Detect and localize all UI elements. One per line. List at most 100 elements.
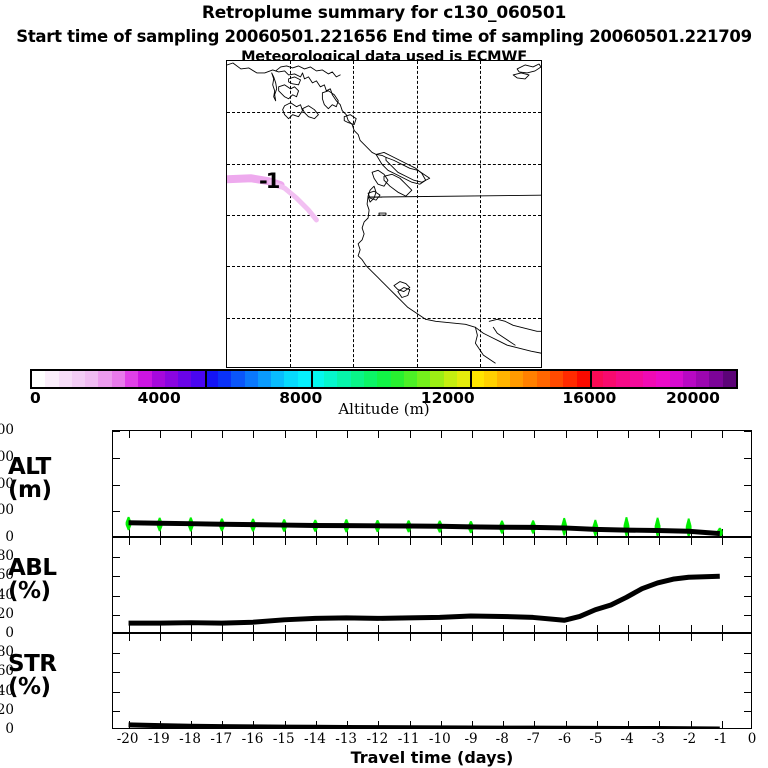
x-axis-tick xyxy=(253,634,255,641)
x-axis-tick xyxy=(191,431,193,438)
x-axis-tick xyxy=(659,721,661,728)
y-axis-tick xyxy=(744,457,751,459)
colorbar-segment xyxy=(377,371,391,387)
x-axis-tick xyxy=(191,529,193,536)
y-axis-tick xyxy=(744,653,751,655)
colorbar-segment xyxy=(417,371,431,387)
x-axis-tick xyxy=(347,529,349,536)
particle-marker xyxy=(500,520,503,524)
panel-str[interactable] xyxy=(112,633,752,729)
panel-row-label-line1: STR xyxy=(8,651,57,677)
y-axis-tick xyxy=(744,557,751,559)
x-axis-tick-label: -6 xyxy=(558,731,572,747)
particle-marker xyxy=(158,517,161,521)
x-axis-tick-label: -19 xyxy=(147,731,170,747)
x-axis-tick xyxy=(315,529,317,536)
colorbar-segment xyxy=(32,371,46,387)
x-axis-tick xyxy=(472,634,474,641)
map-coastline xyxy=(227,62,541,364)
particle-marker xyxy=(376,520,379,524)
x-axis-tick xyxy=(503,634,505,641)
x-axis-tick xyxy=(596,625,598,632)
colorbar-segment xyxy=(589,371,604,387)
colorbar-segment xyxy=(257,371,272,387)
page-title: Retroplume summary for c130_060501 xyxy=(201,3,567,23)
x-axis-tick xyxy=(409,721,411,728)
y-axis-tick-label: 20 xyxy=(0,605,14,622)
colorbar-segment xyxy=(629,371,643,387)
x-axis-tick-label: -11 xyxy=(397,731,420,747)
map-gridline-horizontal xyxy=(227,163,541,165)
x-axis-tick xyxy=(159,634,161,641)
panel-alt[interactable] xyxy=(112,430,752,537)
y-axis-tick-label: 80 xyxy=(0,548,14,565)
x-axis-tick xyxy=(253,529,255,536)
x-axis-tick xyxy=(253,431,255,438)
particle-marker xyxy=(345,519,348,523)
x-axis-tick-label: -4 xyxy=(620,731,634,747)
x-axis-tick xyxy=(628,721,630,728)
x-axis-tick xyxy=(565,721,567,728)
colorbar-segment xyxy=(430,371,444,387)
particle-marker xyxy=(594,519,597,523)
map-gridlines xyxy=(227,61,541,367)
colorbar-segment xyxy=(722,371,736,387)
x-axis-tick xyxy=(409,529,411,536)
x-axis-tick xyxy=(191,634,193,641)
x-axis-tick xyxy=(378,529,380,536)
colorbar-segment xyxy=(510,371,524,387)
colorbar-segment xyxy=(669,371,683,387)
particle-marker xyxy=(127,516,130,521)
x-axis-tick xyxy=(659,538,661,545)
colorbar-tick-label: 12000 xyxy=(420,389,475,407)
y-axis-tick xyxy=(113,614,120,616)
y-axis-tick-label: 60 xyxy=(0,663,14,680)
colorbar-segment xyxy=(58,371,72,387)
y-axis-tick xyxy=(744,595,751,597)
y-axis-tick-label: 0 xyxy=(5,721,14,737)
x-axis-tick-label: -13 xyxy=(335,731,358,747)
y-axis-tick xyxy=(113,484,120,486)
y-axis-tick-label: 5000 xyxy=(0,502,14,519)
series-line-str xyxy=(128,722,720,728)
x-axis-tick xyxy=(472,538,474,545)
x-axis-tick xyxy=(409,625,411,632)
x-axis-tick xyxy=(534,431,536,438)
x-axis-tick xyxy=(284,625,286,632)
x-axis-tick xyxy=(534,529,536,536)
panel-row-label-line2: (%) xyxy=(8,674,51,700)
x-axis-tick xyxy=(191,625,193,632)
y-axis-tick xyxy=(744,691,751,693)
x-axis-tick xyxy=(347,625,349,632)
x-axis-tick xyxy=(315,721,317,728)
x-axis-tick xyxy=(721,634,723,641)
x-axis-tick-label: -3 xyxy=(651,731,665,747)
colorbar-tick-label: 20000 xyxy=(666,389,720,407)
y-axis-tick-label: 20000 xyxy=(0,422,14,438)
panel-str-inner xyxy=(113,634,751,728)
series-line-alt xyxy=(128,520,721,536)
colorbar-segment xyxy=(616,371,630,387)
panel-data-abl xyxy=(128,573,720,626)
colorbar-segment xyxy=(284,371,298,387)
x-axis-tick xyxy=(128,538,130,545)
x-axis-tick xyxy=(503,529,505,536)
map-gridline-vertical xyxy=(416,61,418,367)
map-gridline-vertical xyxy=(290,61,292,367)
colorbar-segment xyxy=(45,371,59,387)
x-axis-tick xyxy=(565,529,567,536)
x-axis-tick xyxy=(253,538,255,545)
retroplume-map[interactable]: -1 xyxy=(226,60,542,368)
y-axis-tick xyxy=(113,672,120,674)
y-axis-tick xyxy=(744,576,751,578)
x-axis-tick xyxy=(440,721,442,728)
x-axis-tick-label: -17 xyxy=(210,731,233,747)
panel-row-label-line1: ALT xyxy=(8,453,51,480)
x-axis-tick xyxy=(440,431,442,438)
colorbar-segment xyxy=(696,371,710,387)
panel-abl[interactable] xyxy=(112,537,752,633)
colorbar-axis-label: Altitude (m) xyxy=(338,400,430,418)
x-axis-tick xyxy=(347,721,349,728)
x-axis-tick xyxy=(503,721,505,728)
plume-altitude-label: -1 xyxy=(259,169,280,193)
